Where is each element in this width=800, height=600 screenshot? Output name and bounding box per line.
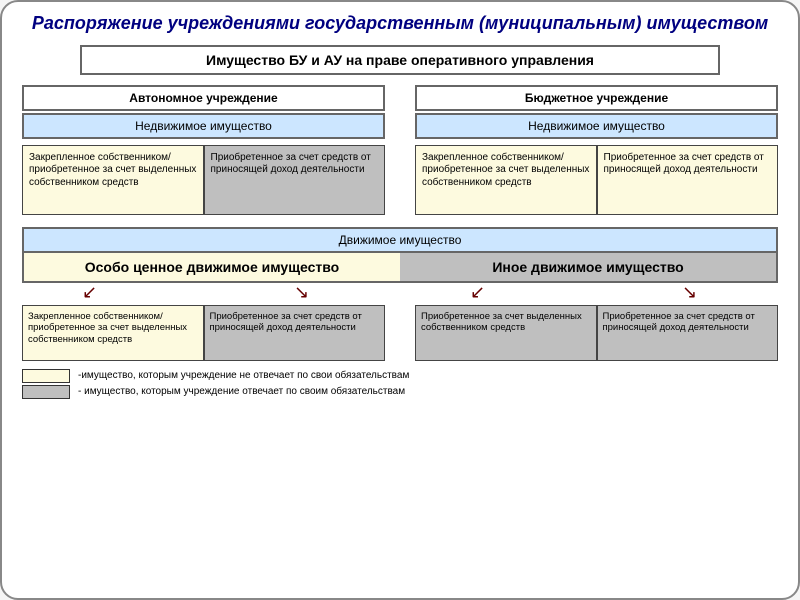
right-col-header: Бюджетное учреждение: [415, 85, 778, 111]
arrow-icon: ↙: [470, 283, 485, 301]
movable-split: Особо ценное движимое имущество Иное дви…: [22, 253, 778, 283]
legend-text-yellow: -имущество, которым учреждение не отвеча…: [78, 370, 409, 381]
bottom-right: Приобретенное за счет выделенных собстве…: [415, 305, 778, 361]
swatch-gray: [22, 385, 70, 399]
movable-left: Особо ценное движимое имущество: [24, 253, 400, 281]
right-cell-2: Приобретенное за счет средств от принося…: [597, 145, 779, 215]
bottom-left: Закрепленное собственником/приобретенное…: [22, 305, 385, 361]
left-pair: Закрепленное собственником/приобретенное…: [22, 145, 385, 215]
page-title: Распоряжение учреждениями государственны…: [22, 12, 778, 35]
legend: -имущество, которым учреждение не отвеча…: [22, 369, 778, 399]
left-cell-2: Приобретенное за счет средств от принося…: [204, 145, 386, 215]
right-pair: Закрепленное собственником/приобретенное…: [415, 145, 778, 215]
legend-row-gray: - имущество, которым учреждение отвечает…: [22, 385, 778, 399]
right-sub-header: Недвижимое имущество: [415, 113, 778, 139]
left-cell-1: Закрепленное собственником/приобретенное…: [22, 145, 204, 215]
bottom-l1: Закрепленное собственником/приобретенное…: [22, 305, 204, 361]
arrow-row: ↙ ↘ ↙ ↘: [22, 283, 778, 305]
arrow-icon: ↘: [294, 283, 309, 301]
right-cell-1: Закрепленное собственником/приобретенное…: [415, 145, 597, 215]
legend-row-yellow: -имущество, которым учреждение не отвеча…: [22, 369, 778, 383]
movable-header: Движимое имущество: [22, 227, 778, 253]
legend-text-gray: - имущество, которым учреждение отвечает…: [78, 386, 405, 397]
bottom-l2: Приобретенное за счет средств от принося…: [204, 305, 386, 361]
bottom-row: Закрепленное собственником/приобретенное…: [22, 305, 778, 361]
diagram-frame: Распоряжение учреждениями государственны…: [0, 0, 800, 600]
swatch-yellow: [22, 369, 70, 383]
arrow-icon: ↘: [682, 283, 697, 301]
movable-right: Иное движимое имущество: [400, 253, 776, 281]
bottom-r1: Приобретенное за счет выделенных собстве…: [415, 305, 597, 361]
left-sub-header: Недвижимое имущество: [22, 113, 385, 139]
two-columns: Автономное учреждение Недвижимое имущест…: [22, 85, 778, 215]
left-col-header: Автономное учреждение: [22, 85, 385, 111]
left-column: Автономное учреждение Недвижимое имущест…: [22, 85, 385, 215]
top-box: Имущество БУ и АУ на праве оперативного …: [80, 45, 720, 75]
arrow-icon: ↙: [82, 283, 97, 301]
bottom-r2: Приобретенное за счет средств от принося…: [597, 305, 779, 361]
right-column: Бюджетное учреждение Недвижимое имуществ…: [415, 85, 778, 215]
